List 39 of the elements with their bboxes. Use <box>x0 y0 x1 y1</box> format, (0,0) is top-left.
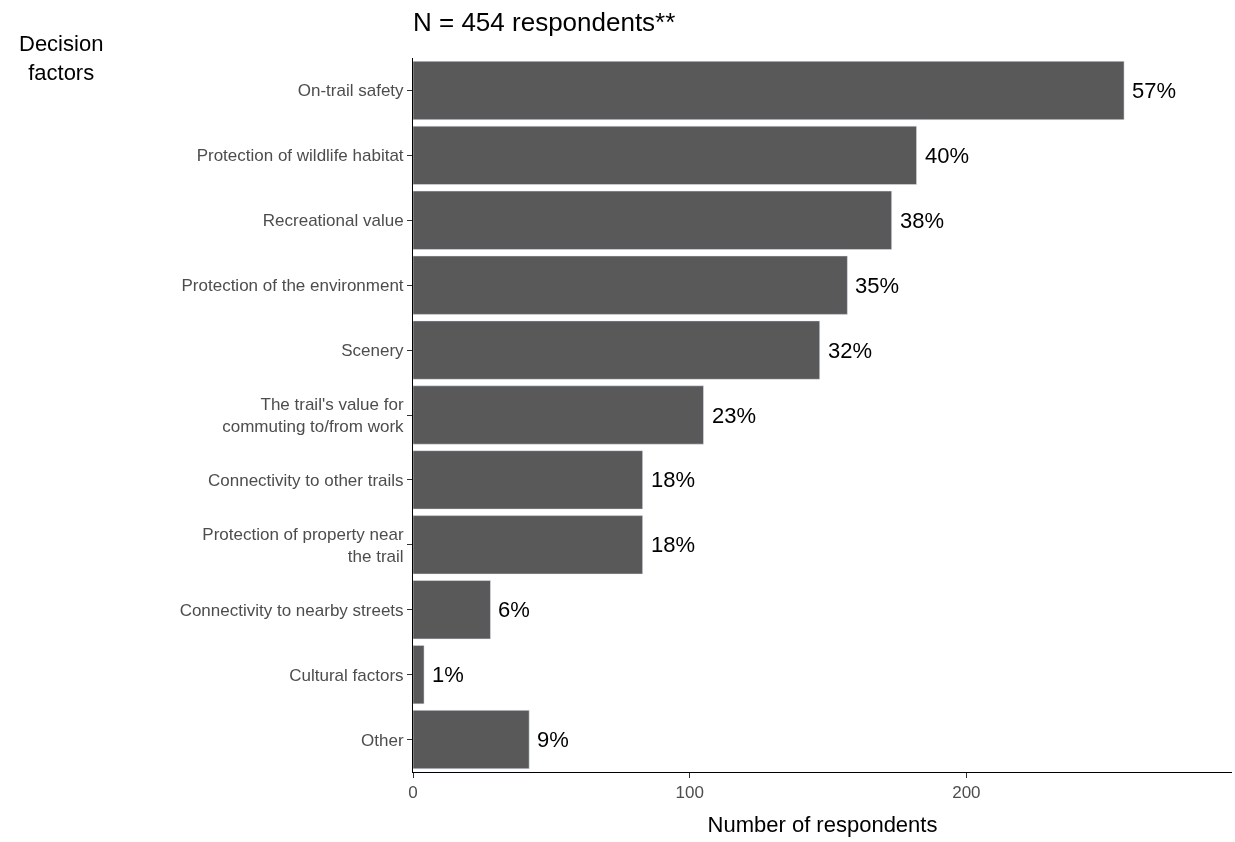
annotation: 32% <box>828 338 873 363</box>
bar <box>413 450 643 510</box>
chart-title: N = 454 respondents** <box>413 6 676 37</box>
bar <box>413 515 643 575</box>
y-axis-title: Decision factors <box>19 31 104 85</box>
y-tick-label: Connectivity to other trails <box>208 470 404 490</box>
bar <box>413 61 1125 120</box>
bar <box>413 645 425 705</box>
annotation: 23% <box>712 403 757 428</box>
annotation: 38% <box>900 208 945 233</box>
bar <box>413 320 820 380</box>
annotation: 6% <box>498 597 530 622</box>
y-tick-label: Protection of the environment <box>181 276 404 296</box>
bar <box>413 190 892 250</box>
x-tick-label: 0 <box>408 783 418 803</box>
annotation: 18% <box>651 467 696 492</box>
y-tick-label: Other <box>361 730 404 750</box>
annotation: 18% <box>651 532 696 557</box>
annotation: 9% <box>537 727 569 752</box>
y-tick-label: Protection of wildlife habitat <box>196 146 404 166</box>
bar <box>413 255 848 315</box>
bar <box>413 710 530 769</box>
y-tick-label: Protection of property near the trail <box>202 524 404 566</box>
annotation: 1% <box>432 662 464 687</box>
bar <box>413 125 917 185</box>
x-axis-title: Number of respondents <box>707 812 938 838</box>
y-tick-label: Cultural factors <box>289 665 404 685</box>
y-tick-label: Connectivity to nearby streets <box>179 600 404 620</box>
bar <box>413 385 704 445</box>
x-tick-label: 100 <box>675 783 704 803</box>
y-tick-label: Scenery <box>341 341 405 361</box>
annotation: 40% <box>925 143 970 168</box>
x-tick-label: 200 <box>952 783 981 803</box>
bar <box>413 580 491 640</box>
annotation: 35% <box>855 273 900 298</box>
annotation: 57% <box>1132 78 1177 103</box>
y-tick-label: Recreational value <box>262 211 404 231</box>
y-tick-label: The trail's value for commuting to/from work <box>222 394 405 436</box>
y-tick-label: On-trail safety <box>297 81 405 101</box>
